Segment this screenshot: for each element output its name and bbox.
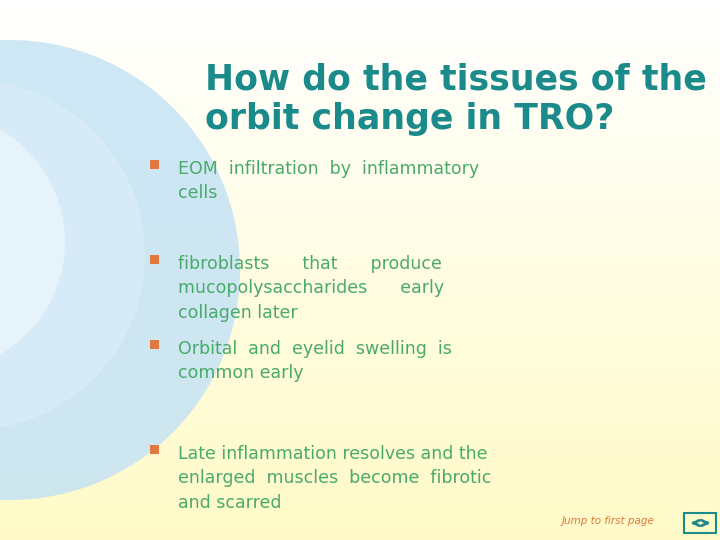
Bar (150, 340, 159, 349)
Circle shape (0, 80, 145, 430)
Text: How do the tissues of the: How do the tissues of the (205, 62, 707, 96)
Text: Late inflammation resolves and the
enlarged  muscles  become  fibrotic
and scarr: Late inflammation resolves and the enlar… (178, 445, 491, 511)
Bar (150, 160, 159, 169)
Text: EOM  infiltration  by  inflammatory
cells: EOM infiltration by inflammatory cells (178, 160, 479, 202)
Text: Jump to first page: Jump to first page (562, 516, 655, 526)
Circle shape (0, 112, 65, 372)
Bar (150, 445, 159, 454)
Text: Orbital  and  eyelid  swelling  is
common early: Orbital and eyelid swelling is common ea… (178, 340, 452, 382)
Text: fibroblasts      that      produce
mucopolysaccharides      early
collagen later: fibroblasts that produce mucopolysacchar… (178, 255, 444, 322)
Circle shape (0, 40, 240, 500)
Bar (150, 255, 159, 264)
Text: orbit change in TRO?: orbit change in TRO? (205, 102, 614, 136)
